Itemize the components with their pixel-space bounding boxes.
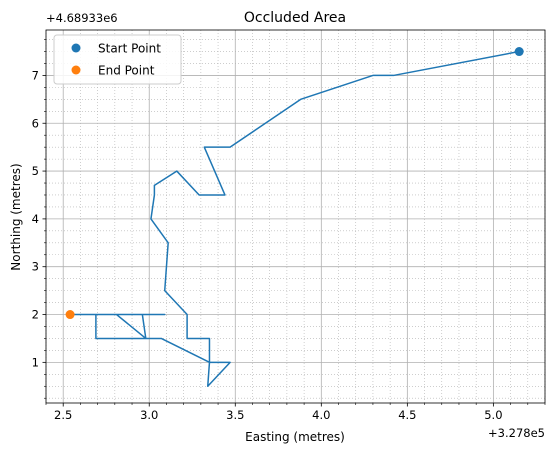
legend-start-marker (71, 43, 81, 53)
y-tick-label: 5 (32, 164, 39, 178)
legend-end-label: End Point (98, 64, 155, 78)
chart-title: Occluded Area (244, 10, 346, 26)
y-tick-label: 6 (32, 116, 39, 130)
x-tick-label: 5.0 (484, 408, 502, 422)
x-axis-label: Easting (metres) (245, 430, 345, 444)
y-axis-label: Northing (metres) (9, 163, 23, 270)
x-tick-label: 3.5 (226, 408, 244, 422)
points-layer (65, 47, 524, 320)
start-point-marker (514, 47, 524, 57)
x-tick-label: 4.5 (398, 408, 416, 422)
legend-end-marker (71, 65, 81, 75)
y-tick-label: 7 (32, 68, 39, 82)
y-offset-label: +4.68933e6 (46, 11, 118, 25)
legend-box (53, 34, 182, 85)
minor-grid (45, 30, 546, 403)
plot-frame (45, 29, 546, 404)
series-layer (70, 50, 520, 388)
end-point-marker (65, 310, 75, 320)
ticks-layer: 2.5 3.0 3.5 4.0 4.5 5.0 1 2 3 4 5 6 7 (32, 39, 546, 422)
x-tick-label: 2.5 (54, 408, 72, 422)
legend: Start Point End Point (53, 34, 182, 85)
y-tick-label: 2 (32, 308, 39, 322)
x-offset-label: +3.278e5 (488, 426, 545, 440)
x-tick-label: 3.0 (140, 408, 158, 422)
y-tick-label: 3 (32, 260, 39, 274)
y-tick-label: 4 (32, 212, 39, 226)
legend-start-label: Start Point (98, 42, 161, 56)
y-tick-label: 1 (32, 355, 39, 369)
x-tick-label: 4.0 (312, 408, 330, 422)
trajectory-line (70, 50, 520, 388)
